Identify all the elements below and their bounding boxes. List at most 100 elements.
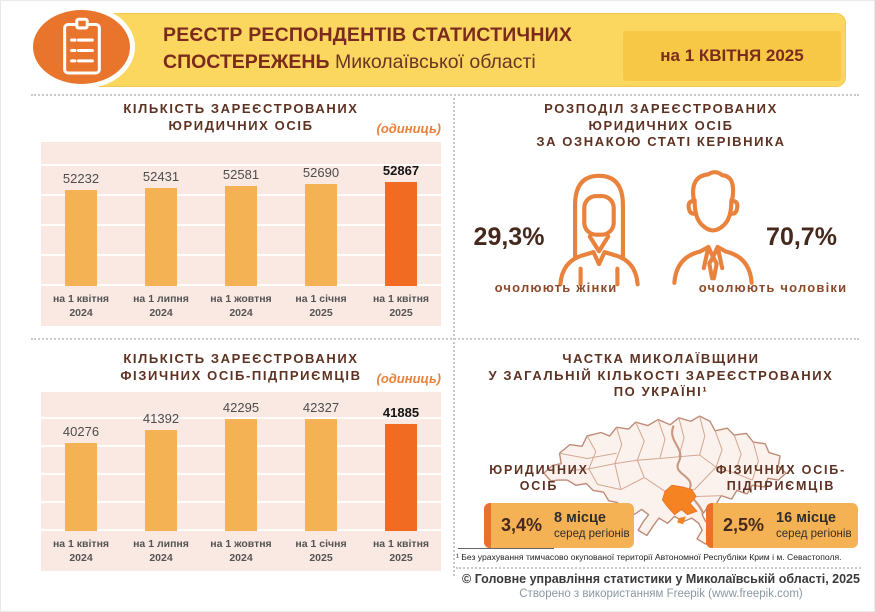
gender-title-line: ЮРИДИЧНИХ ОСІБ xyxy=(588,117,734,133)
category-label: на 1 січня 2025 xyxy=(295,538,347,564)
divider-vertical xyxy=(453,98,455,576)
bar xyxy=(145,429,177,531)
entrepreneurs-bar-chart: 40276 41392 42295 42327 41885 на 1 квітня 2024… xyxy=(41,392,441,571)
male-label: очолюють чоловіки xyxy=(698,280,848,295)
bars-container: 40276 41392 42295 42327 41885 xyxy=(41,392,441,531)
chart-title-legal-entities: КІЛЬКІСТЬ ЗАРЕЄСТРОВАНИХ ЮРИДИЧНИХ ОСІБ xyxy=(41,101,441,134)
legal-share-rank-sub: серед регіонів xyxy=(554,528,630,541)
female-label: очолюють жінки xyxy=(494,280,618,295)
ukraine-map xyxy=(514,391,816,551)
fop-share-rank-sub: серед регіонів xyxy=(776,528,852,541)
bar-value-label: 40276 xyxy=(62,424,100,439)
credit-text: Створено з використанням Freepik (www.fr… xyxy=(519,588,803,600)
bar-column: 52232 xyxy=(41,142,121,286)
category-label: на 1 квітня 2025 xyxy=(372,538,430,564)
share-label-line: ПІДПРИЄМЦІВ xyxy=(726,479,836,493)
bar-value-label: 52431 xyxy=(142,168,180,184)
gridline xyxy=(41,164,441,166)
unit-label-entrepreneurs: (одиниць) xyxy=(376,371,442,386)
divider-horizontal-footer xyxy=(456,567,861,569)
chart-title-line: ФІЗИЧНИХ ОСІБ-ПІДПРИЄМЦІВ xyxy=(120,367,362,383)
category-label: на 1 квітня 2025 xyxy=(372,293,430,319)
gender-title-line: РОЗПОДІЛ ЗАРЕЄСТРОВАНИХ xyxy=(544,101,778,116)
footnote: ¹ Без урахування тимчасово окупованої те… xyxy=(456,552,842,562)
chart-title-line: КІЛЬКІСТЬ ЗАРЕЄСТРОВАНИХ xyxy=(123,351,359,366)
chart-title-line: КІЛЬКІСТЬ ЗАРЕЄСТРОВАНИХ xyxy=(123,101,359,116)
clipboard-icon xyxy=(56,15,108,79)
clipboard-badge xyxy=(28,5,135,89)
category-label: на 1 липня 2024 xyxy=(133,293,189,319)
bar xyxy=(65,443,97,531)
share-panel-title: ЧАСТКА МИКОЛАЇВЩИНИ У ЗАГАЛЬНІЙ КІЛЬКОСТ… xyxy=(463,351,859,401)
page-title-line1: РЕЄСТР РЕСПОНДЕНТІВ СТАТИСТИЧНИХ xyxy=(163,24,573,46)
woman-icon xyxy=(553,161,645,289)
legal-share-rank: 8 місце xyxy=(554,510,606,527)
bar xyxy=(225,419,257,531)
bar-column: 41885 xyxy=(361,392,441,531)
bar xyxy=(385,182,417,286)
date-badge: на 1 КВІТНЯ 2025 xyxy=(623,31,841,81)
chart-title-entrepreneurs: КІЛЬКІСТЬ ЗАРЕЄСТРОВАНИХ ФІЗИЧНИХ ОСІБ-П… xyxy=(41,351,441,384)
gender-title-line: ЗА ОЗНАКОЮ СТАТІ КЕРІВНИКА xyxy=(536,134,786,149)
bar xyxy=(305,184,337,286)
chart-title-line: ЮРИДИЧНИХ ОСІБ xyxy=(168,117,314,133)
bar-value-label: 42327 xyxy=(302,400,340,415)
bar-column: 41392 xyxy=(121,392,201,531)
pill-accent-bar xyxy=(484,503,491,548)
legal-entities-bar-chart: 52232 52431 52581 52690 52867 на 1 квітня 2024… xyxy=(41,142,441,326)
divider-horizontal-middle xyxy=(31,338,859,340)
gridline xyxy=(41,417,441,419)
category-label: на 1 жовтня 2024 xyxy=(210,538,272,564)
bar xyxy=(65,190,97,286)
bar xyxy=(385,424,417,531)
unit-label-legal: (одиниць) xyxy=(376,121,442,136)
category-label: на 1 липня 2024 xyxy=(133,538,189,564)
entrepreneurs-share-pill: 2,5% 16 місце серед регіонів xyxy=(706,503,858,548)
share-label-line: ОСІБ xyxy=(519,479,559,493)
page-title: РЕЄСТР РЕСПОНДЕНТІВ СТАТИСТИЧНИХ СПОСТЕР… xyxy=(163,22,623,77)
bar-column: 52581 xyxy=(201,142,281,286)
category-label: на 1 жовтня 2024 xyxy=(210,293,272,319)
footnote-rule xyxy=(458,548,554,549)
pill-accent-bar xyxy=(706,503,713,548)
page-title-line2-bold: СПОСТЕРЕЖЕНЬ xyxy=(163,51,330,73)
copyright-text: © Головне управління статистики у Микола… xyxy=(462,572,860,586)
share-title-line: ЧАСТКА МИКОЛАЇВЩИНИ xyxy=(562,351,760,366)
fop-share-percentage: 2,5% xyxy=(723,515,765,535)
category-axis: на 1 квітня 2024 на 1 липня 2024 на 1 жовтня… xyxy=(41,531,441,571)
bar-value-label: 52690 xyxy=(302,165,340,181)
bar xyxy=(145,187,177,286)
man-icon xyxy=(667,158,759,289)
page-title-line2-region: Миколаївської області xyxy=(329,51,536,73)
male-percentage: 70,7% xyxy=(766,223,837,251)
bar xyxy=(305,419,337,531)
legal-entities-share-label: ЮРИДИЧНИХ ОСІБ xyxy=(469,462,609,494)
oblast-borders xyxy=(559,415,759,535)
share-title-line: У ЗАГАЛЬНІЙ КІЛЬКОСТІ ЗАРЕЄСТРОВАНИХ xyxy=(488,367,834,383)
bar-value-label: 42295 xyxy=(222,400,260,416)
mykolaiv-region xyxy=(661,484,698,516)
bar-column: 40276 xyxy=(41,392,121,531)
category-axis: на 1 квітня 2024 на 1 липня 2024 на 1 жовтня… xyxy=(41,286,441,326)
female-percentage: 29,3% xyxy=(473,223,545,251)
category-label: на 1 квітня 2024 xyxy=(52,293,110,319)
bar-value-label: 52581 xyxy=(222,166,260,182)
bar-column: 42327 xyxy=(281,392,361,531)
ukraine-outline xyxy=(543,415,787,545)
bar-value-label: 41392 xyxy=(142,410,180,426)
share-label-line: ФІЗИЧНИХ ОСІБ- xyxy=(715,463,847,477)
entrepreneurs-share-label: ФІЗИЧНИХ ОСІБ- ПІДПРИЄМЦІВ xyxy=(701,462,861,494)
bar-value-label: 41885 xyxy=(382,405,420,421)
fop-share-rank: 16 місце xyxy=(776,510,836,527)
category-label: на 1 квітня 2024 xyxy=(52,538,110,564)
bar-value-label: 52867 xyxy=(382,163,420,178)
bar-column: 52867 xyxy=(361,142,441,286)
bar xyxy=(225,185,257,286)
bars-container: 52232 52431 52581 52690 52867 xyxy=(41,142,441,286)
share-title-line: ПО УКРАЇНІ¹ xyxy=(613,384,709,399)
gender-panel-title: РОЗПОДІЛ ЗАРЕЄСТРОВАНИХ ЮРИДИЧНИХ ОСІБ З… xyxy=(471,101,851,151)
bar-column: 42295 xyxy=(201,392,281,531)
bar-column: 52690 xyxy=(281,142,361,286)
legal-share-percentage: 3,4% xyxy=(501,515,543,535)
